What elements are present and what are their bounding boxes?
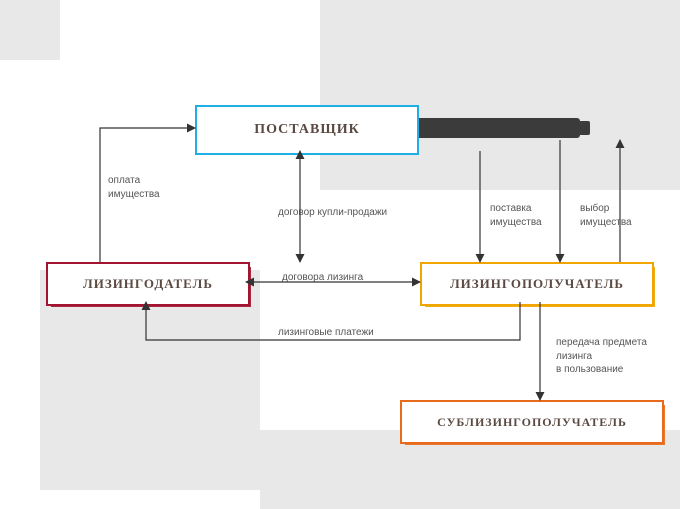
bg-shape-0 <box>320 0 680 190</box>
edge-label-transfer: передача предметализингав пользование <box>556 336 647 377</box>
node-label-lessor: ЛИЗИНГОДАТЕЛЬ <box>83 276 213 292</box>
connector-bar <box>415 118 580 138</box>
node-lessee: ЛИЗИНГОПОЛУЧАТЕЛЬ <box>420 262 654 306</box>
edge-label-choice: выборимущества <box>580 202 632 229</box>
edge-label-lease_contract: договора лизинга <box>282 271 363 285</box>
connector-cap <box>580 121 590 135</box>
node-lessor: ЛИЗИНГОДАТЕЛЬ <box>46 262 250 306</box>
node-label-supplier: ПОСТАВЩИК <box>254 122 360 138</box>
node-sublessee: СУБЛИЗИНГОПОЛУЧАТЕЛЬ <box>400 400 664 444</box>
node-label-sublessee: СУБЛИЗИНГОПОЛУЧАТЕЛЬ <box>437 415 627 430</box>
node-supplier: ПОСТАВЩИК <box>195 105 419 155</box>
edge-label-pay_property: оплатаимущества <box>108 174 160 201</box>
edge-label-sale_contract: договор купли-продажи <box>278 206 387 220</box>
edge-label-lease_payments: лизинговые платежи <box>278 326 374 340</box>
node-label-lessee: ЛИЗИНГОПОЛУЧАТЕЛЬ <box>450 276 624 292</box>
edge-label-delivery: поставкаимущества <box>490 202 542 229</box>
bg-shape-1 <box>0 0 60 60</box>
